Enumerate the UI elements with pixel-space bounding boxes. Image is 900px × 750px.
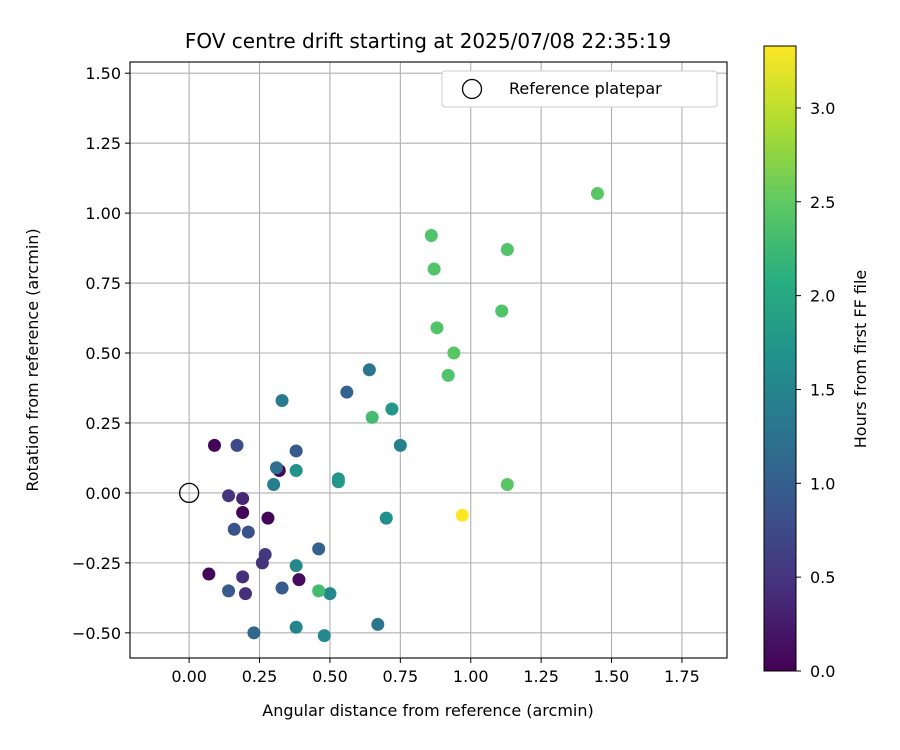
colorbar-tick-label: 2.0 [810,287,835,306]
x-axis-ticks: 0.00 0.25 0.50 0.75 1.00 1.25 1.50 1.75 [171,658,700,686]
y-axis-ticks: −0.50 −0.25 0.00 0.25 0.50 0.75 1.00 1.25 1.50 [72,64,130,643]
data-point [289,444,303,458]
y-tick-label: 1.25 [85,134,121,153]
data-points [202,187,604,643]
data-point [289,464,303,478]
data-point [495,304,509,318]
data-point [236,505,250,519]
data-point [393,438,407,452]
data-point [236,492,250,506]
data-point [312,542,326,556]
x-axis-label: Angular distance from reference (arcmin) [262,701,593,720]
data-point [230,438,244,452]
data-point [447,346,461,360]
y-tick-label: 0.75 [85,274,121,293]
reference-platepar-marker [178,482,200,504]
data-point [227,522,241,536]
chart-title: FOV centre drift starting at 2025/07/08 … [185,29,671,53]
legend-box [441,70,718,108]
colorbar-ticks: 0.0 0.5 1.0 1.5 2.0 2.5 3.0 [796,99,835,681]
y-tick-label: 1.00 [85,204,121,223]
data-point [202,567,216,581]
data-point [247,626,261,640]
data-point [317,629,331,643]
y-tick-label: 0.50 [85,344,121,363]
colorbar-label: Hours from first FF file [851,270,870,449]
x-tick-label: 1.75 [664,667,700,686]
data-point [275,394,289,408]
colorbar-tick-label: 1.0 [810,474,835,493]
data-point [289,559,303,573]
colorbar-tick-label: 3.0 [810,99,835,118]
reference-marker-layer [178,482,200,504]
legend-entry-reference-platepar: Reference platepar [509,79,662,98]
colorbar-tick-label: 0.0 [810,662,835,681]
data-point [385,402,399,416]
data-point [222,489,236,503]
y-tick-label: 0.25 [85,414,121,433]
data-point [269,461,283,475]
colorbar-tick-label: 0.5 [810,568,835,587]
data-point [441,368,455,382]
data-point [292,573,306,587]
data-point [238,587,252,601]
data-point [500,242,514,256]
data-point [365,410,379,424]
data-point [207,438,221,452]
colorbar-tick-label: 1.5 [810,380,835,399]
x-tick-label: 0.25 [242,667,278,686]
data-point [241,525,255,539]
y-axis-label: Rotation from reference (arcmin) [23,228,42,491]
data-point [371,617,385,631]
data-point [323,587,337,601]
x-tick-label: 0.75 [383,667,419,686]
data-point [289,620,303,634]
data-point [500,478,514,492]
data-point [236,570,250,584]
plot-frame [129,61,728,659]
y-tick-label: 0.00 [85,484,121,503]
legend: Reference platepar [441,70,718,108]
data-point [312,584,326,598]
data-point [222,584,236,598]
data-point [430,321,444,335]
y-tick-label: −0.50 [72,624,121,643]
data-point [340,385,354,399]
data-point [362,363,376,377]
data-point [379,511,393,525]
x-tick-label: 1.50 [594,667,630,686]
data-point [267,478,281,492]
data-point [275,581,289,595]
data-point [261,511,275,525]
data-point [590,187,604,201]
x-tick-label: 0.00 [171,667,207,686]
data-point [331,475,345,489]
colorbar: 0.0 0.5 1.0 1.5 2.0 2.5 3.0 Hours from first F… [763,45,870,681]
x-tick-label: 0.50 [312,667,348,686]
colorbar-gradient [763,45,797,672]
grid [130,62,727,658]
data-point [427,262,441,276]
y-tick-label: −0.25 [72,554,121,573]
y-tick-label: 1.50 [85,64,121,83]
data-point [455,508,469,522]
x-tick-label: 1.25 [523,667,559,686]
data-point [424,228,438,242]
data-point [255,556,269,570]
colorbar-tick-label: 2.5 [810,193,835,212]
legend-reference-marker [461,78,483,100]
x-tick-label: 1.00 [453,667,489,686]
